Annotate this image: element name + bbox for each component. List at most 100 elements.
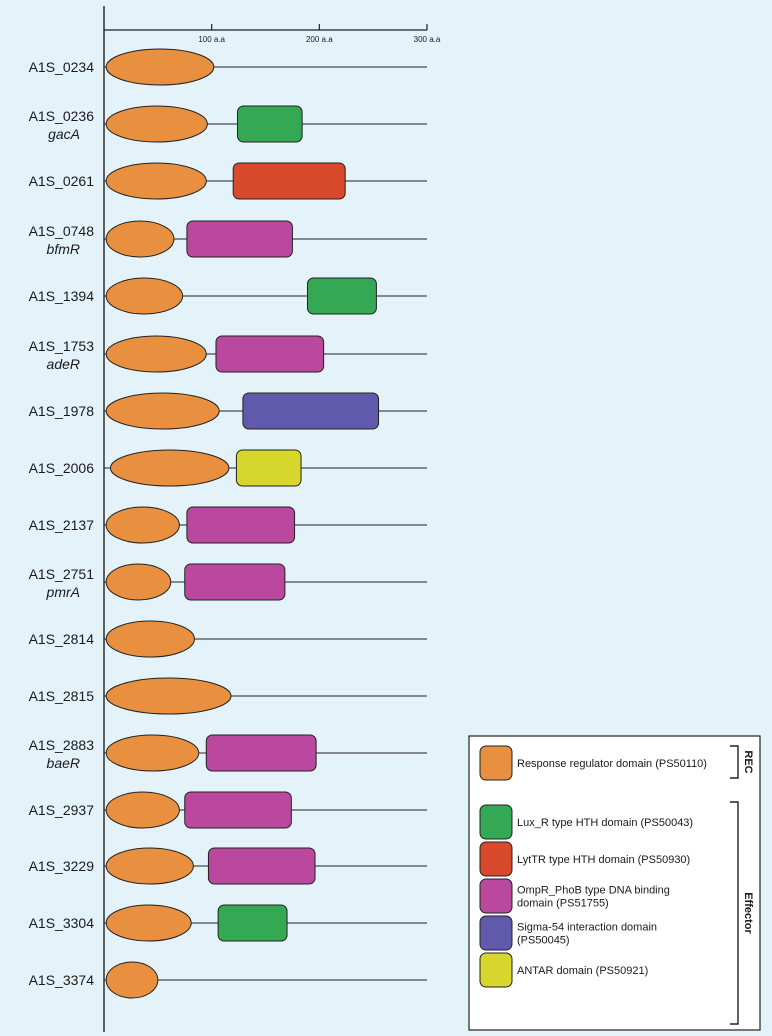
protein-rows: A1S_0234 A1S_0236 gacA A1S_0261 A1S_0748 bfmR… xyxy=(29,48,427,999)
protein-id-label: A1S_1394 xyxy=(29,288,95,304)
protein-id-label: A1S_2937 xyxy=(29,802,95,818)
ompr-domain xyxy=(186,220,293,258)
response-regulator-domain xyxy=(105,392,220,430)
protein-row: A1S_2883 baeR xyxy=(29,734,427,772)
ompr-domain xyxy=(207,847,316,885)
ompr-domain xyxy=(205,734,317,772)
response-regulator-domain xyxy=(105,220,175,258)
protein-row: A1S_1978 xyxy=(29,392,427,430)
protein-id-label: A1S_0236 xyxy=(29,108,95,124)
gene-name-label: bfmR xyxy=(47,241,80,257)
legend-item: ANTAR domain (PS50921) xyxy=(479,952,648,988)
response-regulator-domain xyxy=(105,277,184,315)
sigma54-domain xyxy=(242,392,380,430)
protein-id-label: A1S_2137 xyxy=(29,517,95,533)
antar-domain xyxy=(235,449,302,487)
lyttr-domain xyxy=(232,162,346,200)
effector-bracket xyxy=(730,801,739,1025)
protein-id-label: A1S_1753 xyxy=(29,338,95,354)
scale-tick-label: 100 a.a xyxy=(198,35,225,44)
legend-box xyxy=(468,735,761,1031)
ompr-domain xyxy=(186,506,296,544)
scale-tick-label: 300 a.a xyxy=(414,35,441,44)
legend-swatch xyxy=(479,878,513,914)
legend-label: (PS50045) xyxy=(517,935,570,947)
protein-id-label: A1S_2751 xyxy=(29,566,95,582)
protein-row: A1S_0236 gacA xyxy=(29,105,427,143)
response-regulator-domain xyxy=(105,162,207,200)
protein-row: A1S_3374 xyxy=(29,961,427,999)
protein-id-label: A1S_2815 xyxy=(29,688,95,704)
protein-row: A1S_0234 xyxy=(29,48,427,86)
legend-label: OmpR_PhoB type DNA binding xyxy=(517,885,670,897)
response-regulator-domain xyxy=(105,563,172,601)
luxr-domain xyxy=(217,904,288,942)
protein-row: A1S_1753 adeR xyxy=(29,335,427,373)
legend-swatch xyxy=(479,952,513,988)
rec-group-label: REC xyxy=(742,750,754,773)
protein-id-label: A1S_3304 xyxy=(29,915,95,931)
response-regulator-domain xyxy=(105,791,180,829)
legend: Response regulator domain (PS50110) Lux_R… xyxy=(468,735,761,1031)
protein-id-label: A1S_3374 xyxy=(29,972,95,988)
response-regulator-domain xyxy=(105,105,208,143)
response-regulator-domain xyxy=(105,961,159,999)
protein-id-label: A1S_0261 xyxy=(29,173,95,189)
scale-tick-label: 200 a.a xyxy=(306,35,333,44)
legend-label: Lux_R type HTH domain (PS50043) xyxy=(517,817,693,829)
legend-swatch xyxy=(479,841,513,877)
protein-id-label: A1S_0234 xyxy=(29,59,95,75)
protein-id-label: A1S_2006 xyxy=(29,460,95,476)
protein-row: A1S_1394 xyxy=(29,277,427,315)
gene-name-label: adeR xyxy=(47,356,80,372)
response-regulator-domain xyxy=(105,904,192,942)
legend-label: Response regulator domain (PS50110) xyxy=(517,758,707,770)
protein-row: A1S_2006 xyxy=(29,449,427,487)
protein-row: A1S_2814 xyxy=(29,620,427,658)
response-regulator-domain xyxy=(105,677,232,715)
response-regulator-domain xyxy=(105,847,194,885)
response-regulator-domain xyxy=(105,734,200,772)
rec-bracket xyxy=(730,745,739,779)
ompr-domain xyxy=(215,335,325,373)
response-regulator-domain xyxy=(105,506,180,544)
effector-group-label: Effector xyxy=(742,892,754,934)
legend-item: Sigma-54 interaction domain(PS50045) xyxy=(479,915,657,951)
legend-label: Sigma-54 interaction domain xyxy=(517,922,657,934)
protein-row: A1S_3304 xyxy=(29,904,427,942)
protein-id-label: A1S_0748 xyxy=(29,223,95,239)
legend-swatch xyxy=(479,745,513,781)
luxr-domain xyxy=(306,277,377,315)
protein-row: A1S_0261 xyxy=(29,162,427,200)
legend-item: Lux_R type HTH domain (PS50043) xyxy=(479,804,693,840)
protein-row: A1S_2937 xyxy=(29,791,427,829)
legend-swatch xyxy=(479,804,513,840)
protein-id-label: A1S_2883 xyxy=(29,737,95,753)
legend-label: LytTR type HTH domain (PS50930) xyxy=(517,854,690,866)
protein-row: A1S_3229 xyxy=(29,847,427,885)
protein-row: A1S_2137 xyxy=(29,506,427,544)
legend-item: Response regulator domain (PS50110) xyxy=(479,745,707,781)
protein-row: A1S_2751 pmrA xyxy=(29,563,427,601)
luxr-domain xyxy=(237,105,303,143)
protein-row: A1S_2815 xyxy=(29,677,427,715)
gene-name-label: gacA xyxy=(48,126,80,142)
gene-name-label: baeR xyxy=(47,755,80,771)
response-regulator-domain xyxy=(109,449,230,487)
legend-items: Response regulator domain (PS50110) Lux_R… xyxy=(479,745,707,988)
legend-item: LytTR type HTH domain (PS50930) xyxy=(479,841,690,877)
protein-row: A1S_0748 bfmR xyxy=(29,220,427,258)
legend-label: ANTAR domain (PS50921) xyxy=(517,965,648,977)
response-regulator-domain xyxy=(105,335,207,373)
protein-id-label: A1S_1978 xyxy=(29,403,95,419)
response-regulator-domain xyxy=(105,48,215,86)
ompr-domain xyxy=(184,791,292,829)
ompr-domain xyxy=(184,563,286,601)
protein-id-label: A1S_3229 xyxy=(29,858,95,874)
gene-name-label: pmrA xyxy=(46,584,80,600)
legend-swatch xyxy=(479,915,513,951)
response-regulator-domain xyxy=(105,620,195,658)
